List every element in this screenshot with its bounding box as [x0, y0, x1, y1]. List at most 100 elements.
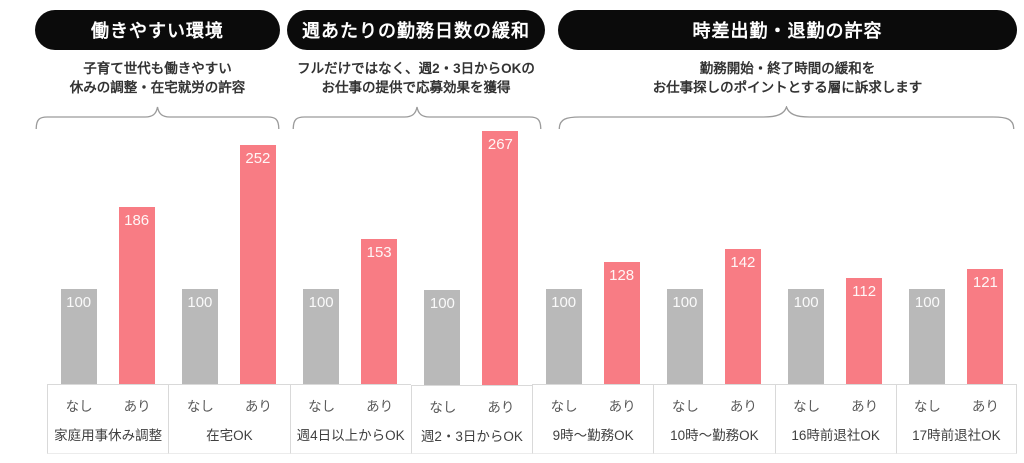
series-label: なし — [913, 399, 941, 415]
section-title: 時差出勤・退勤の許容 — [692, 21, 883, 41]
bar-with: 112 — [846, 278, 883, 385]
series-label-row: なし あり — [48, 385, 168, 415]
bar-value-label: 100 — [187, 294, 213, 312]
chart-group: 100 128 なし あり 9時〜勤務OK — [532, 131, 654, 454]
chart-group: 100 121 なし あり 17時前退社OK — [895, 131, 1017, 454]
bar-value-label: 267 — [487, 136, 513, 153]
bar-value-label: 100 — [914, 294, 940, 312]
section-header-work-environment: 働きやすい環境 子育て世代も働きやすい 休みの調整・在宅就労の許容 — [35, 10, 280, 97]
section-subtitle: 勤務開始・終了時間の緩和を お仕事探しのポイントとする層に訴求します — [558, 59, 1017, 97]
group-label-cell: なし あり 9時〜勤務OK — [532, 384, 654, 454]
bar-pair: 100 128 — [532, 131, 653, 385]
bar-value-label: 153 — [366, 244, 392, 262]
bar-without: 100 — [60, 289, 97, 385]
series-label: あり — [729, 399, 757, 415]
section-brace-icon — [35, 106, 280, 130]
bar-chart: 100 186 なし あり 家庭用事休み調整 100 252 なし あり 在宅OK 100 153 なし… — [47, 131, 1017, 454]
group-label-cell: なし あり週4日以上からOK — [289, 384, 411, 454]
series-label: あり — [123, 399, 151, 415]
bar-with: 153 — [361, 239, 398, 385]
chart-group: 100 252 なし あり在宅OK — [168, 131, 290, 454]
bar-value-label: 252 — [245, 150, 271, 168]
chart-group: 100 142 なし あり 10時〜勤務OK — [653, 131, 775, 454]
bar-with: 252 — [239, 145, 276, 385]
category-label: 10時〜勤務OK — [670, 428, 759, 444]
category-label: 9時〜勤務OK — [552, 428, 634, 444]
series-label: なし — [550, 399, 578, 415]
bar-with: 267 — [482, 131, 519, 385]
subtitle-line: お仕事の提供で応募効果を獲得 — [321, 80, 511, 95]
bar-pair: 100 186 — [47, 131, 168, 385]
group-label-cell: なし あり家庭用事休み調整 — [47, 384, 169, 454]
group-label-cell: なし あり在宅OK — [168, 384, 290, 454]
section-brace-icon — [557, 106, 1016, 130]
bar-value-label: 100 — [308, 294, 334, 312]
subtitle-line: 休みの調整・在宅就労の許容 — [69, 80, 246, 95]
section-header-staggered-hours: 時差出勤・退勤の許容 勤務開始・終了時間の緩和を お仕事探しのポイントとする層に… — [558, 10, 1017, 97]
section-title: 働きやすい環境 — [91, 21, 224, 41]
series-label: なし — [793, 399, 821, 415]
series-label-row: なし あり — [412, 386, 532, 416]
series-label-row: なし あり — [776, 385, 896, 415]
chart-group: 100 267 なし あり週2・3日からOK — [410, 131, 532, 454]
bar-value-label: 100 — [66, 294, 92, 312]
bar-pair: 100 112 — [775, 131, 896, 385]
series-label-row: なし あり — [533, 385, 653, 415]
series-label-row: なし あり — [654, 385, 774, 415]
bar-value-label: 186 — [124, 212, 150, 230]
subtitle-line: お仕事探しのポイントとする層に訴求します — [652, 80, 923, 95]
category-label: 16時前退社OK — [791, 428, 880, 444]
series-label: あり — [244, 399, 272, 415]
bar-pair: 100 267 — [411, 131, 532, 385]
series-label: なし — [671, 399, 699, 415]
chart-group: 100 153 なし あり週4日以上からOK — [289, 131, 411, 454]
series-label: あり — [851, 399, 879, 415]
bar-pair: 100 252 — [168, 131, 289, 385]
bar-pair: 100 121 — [896, 131, 1017, 385]
bar-with: 186 — [118, 207, 155, 385]
group-label-cell: なし あり 10時〜勤務OK — [653, 384, 775, 454]
series-label: なし — [308, 399, 336, 415]
section-brace-icon — [292, 106, 542, 130]
series-label: なし — [65, 399, 93, 415]
bar-without: 100 — [666, 289, 703, 385]
bar-without: 100 — [788, 289, 825, 385]
category-label: 17時前退社OK — [912, 428, 1001, 444]
subtitle-line: フルだけではなく、週2・3日からOKの — [297, 61, 535, 76]
bar-value-label: 128 — [609, 267, 635, 285]
bar-value-label: 100 — [429, 295, 455, 312]
section-subtitle: フルだけではなく、週2・3日からOKの お仕事の提供で応募効果を獲得 — [287, 59, 545, 97]
bar-pair: 100 153 — [290, 131, 411, 385]
category-label: 週2・3日からOK — [420, 429, 523, 444]
series-label: なし — [429, 400, 457, 415]
chart-group: 100 112 なし あり 16時前退社OK — [774, 131, 896, 454]
bar-with: 142 — [724, 249, 761, 385]
bar-without: 100 — [909, 289, 946, 385]
bar-without: 100 — [545, 289, 582, 385]
bar-without: 100 — [181, 289, 218, 385]
bar-without: 100 — [424, 290, 461, 385]
series-label-row: なし あり — [291, 385, 411, 415]
series-label: あり — [366, 399, 394, 415]
section-title-pill: 週あたりの勤務日数の緩和 — [287, 10, 545, 50]
section-subtitle: 子育て世代も働きやすい 休みの調整・在宅就労の許容 — [35, 59, 280, 97]
bar-without: 100 — [303, 289, 340, 385]
chart-group: 100 186 なし あり家庭用事休み調整 — [47, 131, 169, 454]
series-label-row: なし あり — [897, 385, 1016, 415]
series-label: あり — [971, 399, 999, 415]
bar-pair: 100 142 — [653, 131, 774, 385]
group-label-cell: なし あり 17時前退社OK — [895, 384, 1017, 454]
series-label-row: なし あり — [169, 385, 289, 415]
series-label: あり — [487, 400, 515, 415]
category-label: 在宅OK — [206, 428, 253, 444]
group-label-cell: なし あり週2・3日からOK — [410, 385, 532, 454]
section-title: 週あたりの勤務日数の緩和 — [302, 21, 530, 41]
category-label: 家庭用事休み調整 — [54, 428, 163, 444]
subtitle-line: 子育て世代も働きやすい — [83, 61, 232, 76]
subtitle-line: 勤務開始・終了時間の緩和を — [699, 61, 876, 76]
bar-value-label: 100 — [672, 294, 698, 312]
bar-with: 128 — [603, 262, 640, 385]
category-label: 週4日以上からOK — [296, 428, 405, 444]
bar-value-label: 112 — [852, 283, 877, 301]
